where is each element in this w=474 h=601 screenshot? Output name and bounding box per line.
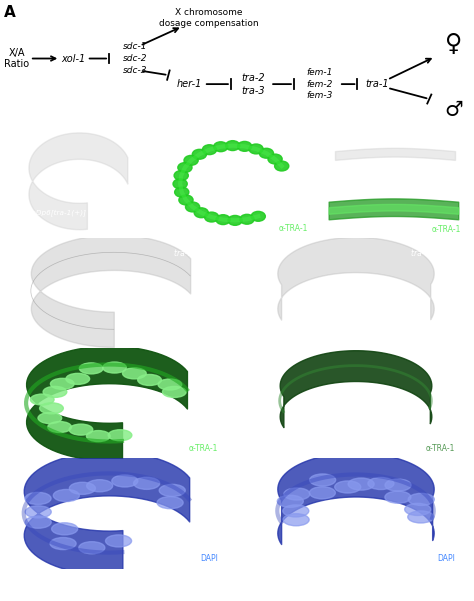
Text: tra-2
tra-3: tra-2 tra-3: [242, 73, 265, 96]
Text: tra-1(+) XX: tra-1(+) XX: [174, 249, 218, 258]
Text: α-TRA-1: α-TRA-1: [426, 444, 455, 453]
Text: α-TRA-1: α-TRA-1: [279, 224, 308, 233]
Text: sdc-1
sdc-2
sdc-3: sdc-1 sdc-2 sdc-3: [123, 42, 147, 75]
Text: X chromosome
dosage compensation: X chromosome dosage compensation: [159, 8, 258, 28]
Text: G: G: [246, 241, 255, 251]
Circle shape: [310, 487, 336, 499]
Circle shape: [86, 430, 110, 442]
Circle shape: [69, 482, 95, 495]
Text: α-TRA-1: α-TRA-1: [189, 444, 218, 453]
Text: tra-1; eDp6[tra-1(+)]: tra-1; eDp6[tra-1(+)]: [9, 209, 86, 216]
Text: B: B: [6, 131, 15, 141]
Circle shape: [79, 363, 103, 374]
Circle shape: [52, 523, 78, 535]
Text: A: A: [4, 5, 16, 20]
Circle shape: [173, 179, 187, 189]
Text: ♀: ♀: [446, 32, 463, 56]
Circle shape: [408, 493, 434, 505]
Circle shape: [53, 489, 79, 502]
Circle shape: [385, 479, 411, 491]
Circle shape: [103, 362, 127, 373]
Circle shape: [185, 202, 200, 212]
Circle shape: [134, 477, 160, 489]
Text: α-TRA-1: α-TRA-1: [432, 225, 461, 234]
Circle shape: [30, 394, 54, 405]
Circle shape: [163, 386, 186, 397]
Circle shape: [283, 505, 309, 517]
Text: E: E: [322, 186, 330, 197]
Circle shape: [38, 413, 62, 424]
Circle shape: [274, 161, 289, 171]
Circle shape: [50, 379, 74, 389]
Circle shape: [277, 495, 303, 507]
Circle shape: [204, 212, 219, 222]
Text: H: H: [9, 352, 19, 361]
Text: C: C: [164, 131, 173, 141]
Circle shape: [112, 475, 138, 487]
Circle shape: [159, 484, 185, 496]
Circle shape: [228, 215, 242, 225]
Text: DAPI: DAPI: [437, 554, 455, 563]
Circle shape: [192, 149, 207, 159]
Text: X/A
Ratio: X/A Ratio: [4, 47, 29, 69]
Circle shape: [43, 386, 67, 397]
Circle shape: [385, 491, 411, 503]
Text: tra-1: tra-1: [365, 79, 389, 89]
Circle shape: [108, 430, 132, 441]
Text: DAPI: DAPI: [200, 554, 218, 563]
Circle shape: [69, 424, 93, 435]
Circle shape: [25, 516, 51, 528]
Circle shape: [87, 480, 113, 492]
Circle shape: [158, 379, 182, 390]
Text: 50 μm: 50 μm: [11, 228, 34, 234]
Circle shape: [106, 535, 132, 547]
Circle shape: [178, 163, 192, 172]
Circle shape: [408, 511, 434, 523]
Text: tra-1(+) XO: tra-1(+) XO: [411, 249, 455, 258]
Circle shape: [138, 374, 162, 385]
Text: xol-1: xol-1: [61, 53, 86, 64]
Text: tra-1: tra-1: [443, 135, 461, 144]
Text: fem-1
fem-2
fem-3: fem-1 fem-2 fem-3: [307, 68, 333, 100]
Circle shape: [226, 141, 240, 151]
Circle shape: [214, 142, 228, 151]
Circle shape: [25, 506, 51, 518]
Circle shape: [157, 496, 183, 508]
Circle shape: [40, 403, 64, 414]
Circle shape: [66, 373, 90, 385]
Text: F: F: [9, 241, 17, 251]
Circle shape: [25, 492, 51, 504]
Circle shape: [237, 141, 252, 151]
Circle shape: [79, 542, 105, 554]
Text: 50 μm: 50 μm: [12, 341, 34, 347]
Text: her-1: her-1: [177, 79, 202, 89]
Circle shape: [50, 537, 76, 550]
Circle shape: [240, 215, 254, 224]
Circle shape: [268, 154, 282, 164]
Circle shape: [216, 215, 230, 225]
Circle shape: [259, 148, 273, 158]
Circle shape: [348, 478, 374, 490]
Circle shape: [174, 187, 189, 197]
Circle shape: [251, 212, 265, 221]
Circle shape: [48, 421, 72, 433]
Circle shape: [249, 144, 263, 154]
Circle shape: [179, 195, 193, 205]
Text: I: I: [246, 352, 250, 361]
Text: J: J: [9, 462, 13, 471]
Circle shape: [202, 145, 217, 154]
Circle shape: [122, 368, 146, 379]
Text: ♂: ♂: [445, 100, 464, 120]
Circle shape: [174, 171, 188, 180]
Circle shape: [194, 208, 209, 218]
Circle shape: [310, 474, 336, 486]
Circle shape: [283, 514, 309, 526]
Text: D: D: [322, 131, 332, 141]
Circle shape: [284, 488, 310, 500]
Circle shape: [335, 481, 361, 493]
Circle shape: [405, 504, 431, 516]
Text: K: K: [246, 462, 255, 471]
Circle shape: [368, 477, 394, 490]
Circle shape: [184, 156, 198, 165]
